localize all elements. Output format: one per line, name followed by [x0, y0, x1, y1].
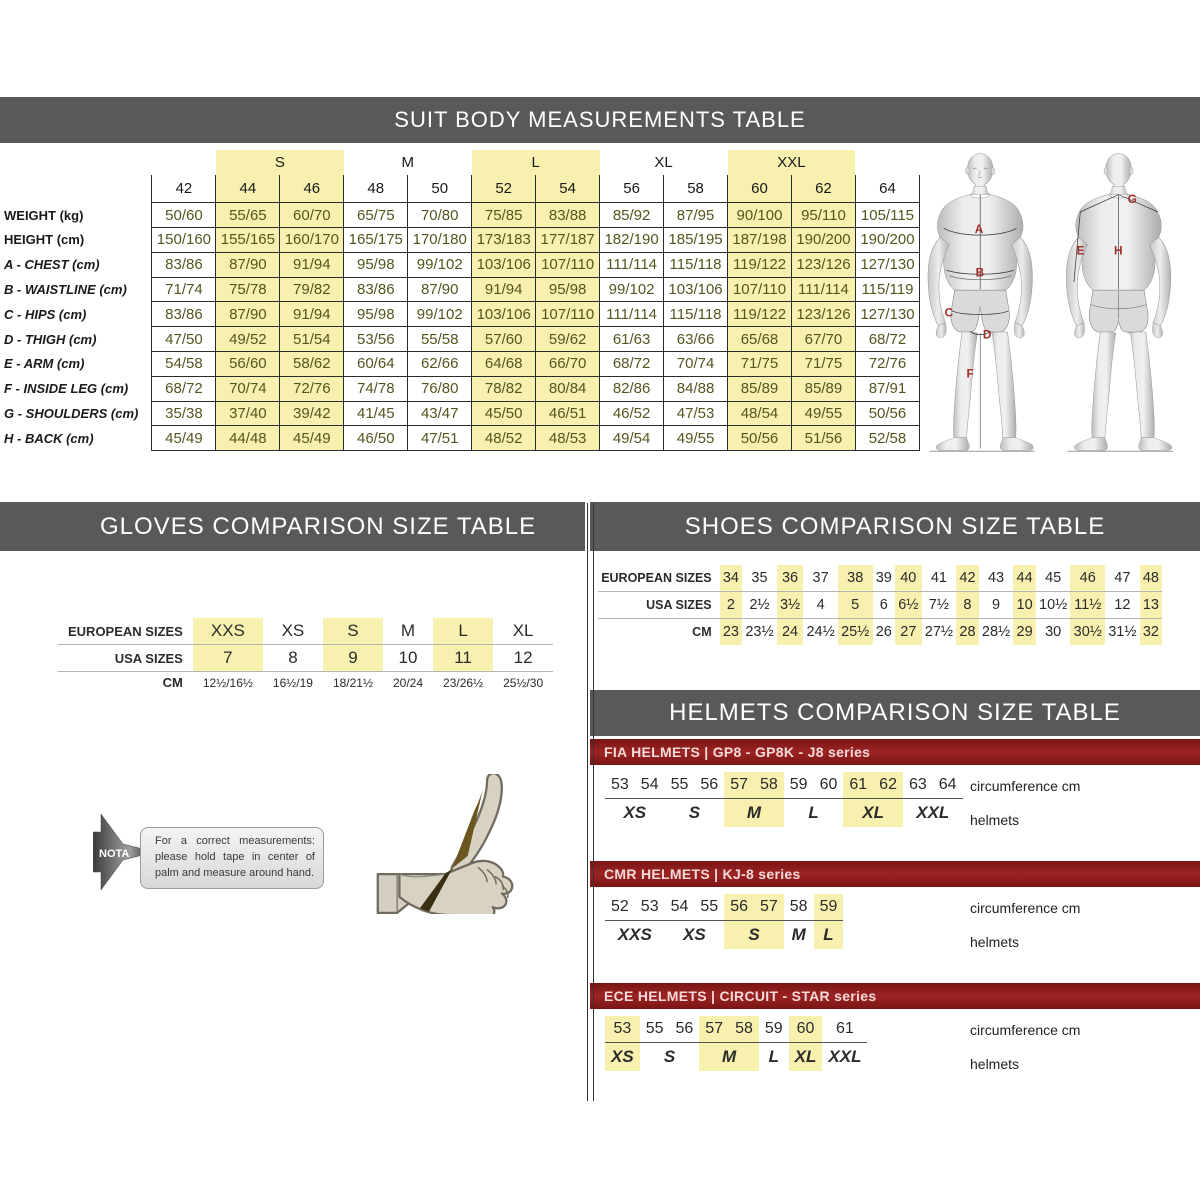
svg-text:F: F	[967, 367, 974, 381]
svg-text:E: E	[1077, 244, 1085, 258]
svg-text:G: G	[1128, 192, 1137, 206]
svg-text:C: C	[945, 306, 954, 320]
svg-text:H: H	[1114, 244, 1123, 258]
svg-text:NOTA: NOTA	[99, 848, 129, 860]
svg-text:B: B	[976, 266, 985, 280]
svg-text:A: A	[975, 222, 984, 236]
svg-text:D: D	[983, 327, 992, 341]
